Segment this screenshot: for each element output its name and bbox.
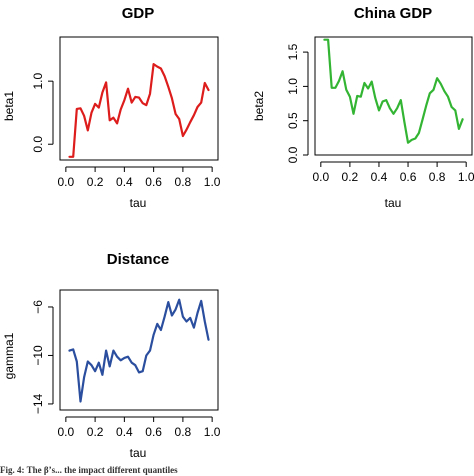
panel-distance: Distance 0.0 0.2 0.4 0.6 0.8 1.0−14−10−6 tau … [2,251,221,460]
y-tick-label: 0.5 [286,112,300,129]
panel-title: GDP [122,5,155,22]
y-tick-label: 1.0 [31,72,45,89]
x-tick-label: 1.0 [204,425,221,439]
y-tick-label: −6 [31,300,45,314]
panel-china-gdp: China GDP 0.0 0.2 0.4 0.6 0.8 1.0 0.0 0.5 1.0 1.5… [252,5,474,210]
x-tick-label: 0.4 [371,170,388,184]
x-tick-label: 0.0 [58,175,75,189]
y-tick-label: 1.0 [286,78,300,95]
panel-gdp: GDP 0.0 0.2 0.4 0.6 0.8 1.0 0.0 1.0 tau beta1 [2,5,221,210]
y-axis: 0.0 0.5 1.0 1.5 [286,43,309,163]
x-tick-label: 1.0 [204,175,221,189]
x-axis-label: tau [385,196,402,210]
y-tick-label: 0.0 [286,146,300,163]
y-axis-label: gamma1 [2,332,16,379]
x-axis: 0.0 0.2 0.4 0.6 0.8 1.0 [312,161,474,184]
y-tick-label: 0.0 [31,136,45,153]
y-axis-label: beta1 [2,91,16,121]
x-tick-label: 0.2 [87,175,104,189]
x-axis-label: tau [130,446,147,460]
plot-frame [59,36,219,161]
x-tick-label: 0.2 [87,425,104,439]
series-line [323,38,464,144]
x-tick-label: 0.6 [145,425,162,439]
y-axis: 0.0 1.0 [31,72,54,153]
x-tick-label: 0.0 [58,425,75,439]
x-tick-label: 0.4 [116,175,133,189]
x-axis-label: tau [130,196,147,210]
series-line [68,62,210,158]
x-tick-label: 0.4 [116,425,133,439]
x-tick-label: 1.0 [458,170,474,184]
x-tick-label: 0.8 [175,175,192,189]
x-axis: 0.0 0.2 0.4 0.6 0.8 1.0 [58,166,221,189]
x-tick-label: 0.6 [400,170,417,184]
figure-caption: Fig. 4: The β’s... the impact different … [0,465,178,475]
panel-title: China GDP [354,5,432,22]
x-tick-label: 0.2 [342,170,359,184]
y-axis-label: beta2 [252,91,266,121]
x-axis: 0.0 0.2 0.4 0.6 0.8 1.0 [58,416,221,439]
x-tick-label: 0.8 [429,170,446,184]
plot-frame [59,289,219,411]
x-tick-label: 0.8 [175,425,192,439]
plot-frame [314,36,473,156]
y-tick-label: −10 [31,345,45,366]
y-tick-label: 1.5 [286,43,300,60]
y-axis: −14 −10 −6 [31,300,54,414]
x-tick-label: 0.6 [145,175,162,189]
series-line [68,298,210,403]
y-tick-label: −14 [31,393,45,414]
x-tick-label: 0.0 [312,170,329,184]
panel-title: Distance [107,251,170,268]
